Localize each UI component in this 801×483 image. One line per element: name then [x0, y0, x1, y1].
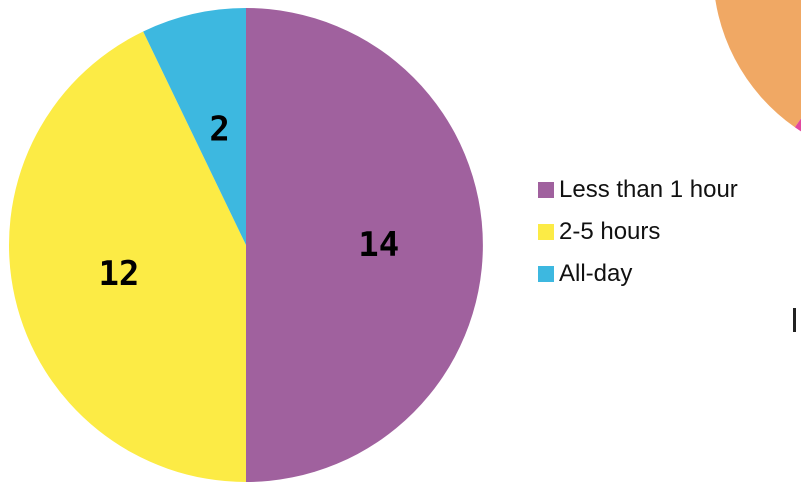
pie-slice-less-than-1-hour [246, 8, 483, 482]
data-label-2-5-hours: 12 [98, 254, 139, 294]
cropped-text-fragment [793, 308, 796, 332]
legend-item-2-5-hours: 2-5 hours [538, 218, 738, 246]
legend-item-all-day: All-day [538, 260, 738, 288]
legend-swatch-all-day [538, 266, 554, 282]
partial-slice-orange [715, 0, 801, 128]
pie-chart: 14 12 2 [9, 8, 483, 483]
partial-slice-pink [794, 118, 801, 132]
pie-slice-all-day [143, 8, 246, 245]
legend-item-less-than-1-hour: Less than 1 hour [538, 176, 738, 204]
legend: Less than 1 hour 2-5 hours All-day [538, 176, 738, 302]
legend-label-2-5-hours: 2-5 hours [559, 218, 661, 245]
data-label-all-day: 2 [209, 109, 229, 149]
data-label-less-than-1-hour: 14 [358, 225, 399, 265]
pie-slice-2-5-hours [9, 31, 246, 483]
legend-swatch-2-5-hours [538, 224, 554, 240]
legend-label-less-than-1-hour: Less than 1 hour [559, 176, 738, 203]
partial-pie-chart [715, 0, 801, 132]
legend-label-all-day: All-day [559, 260, 633, 287]
legend-swatch-less-than-1-hour [538, 182, 554, 198]
